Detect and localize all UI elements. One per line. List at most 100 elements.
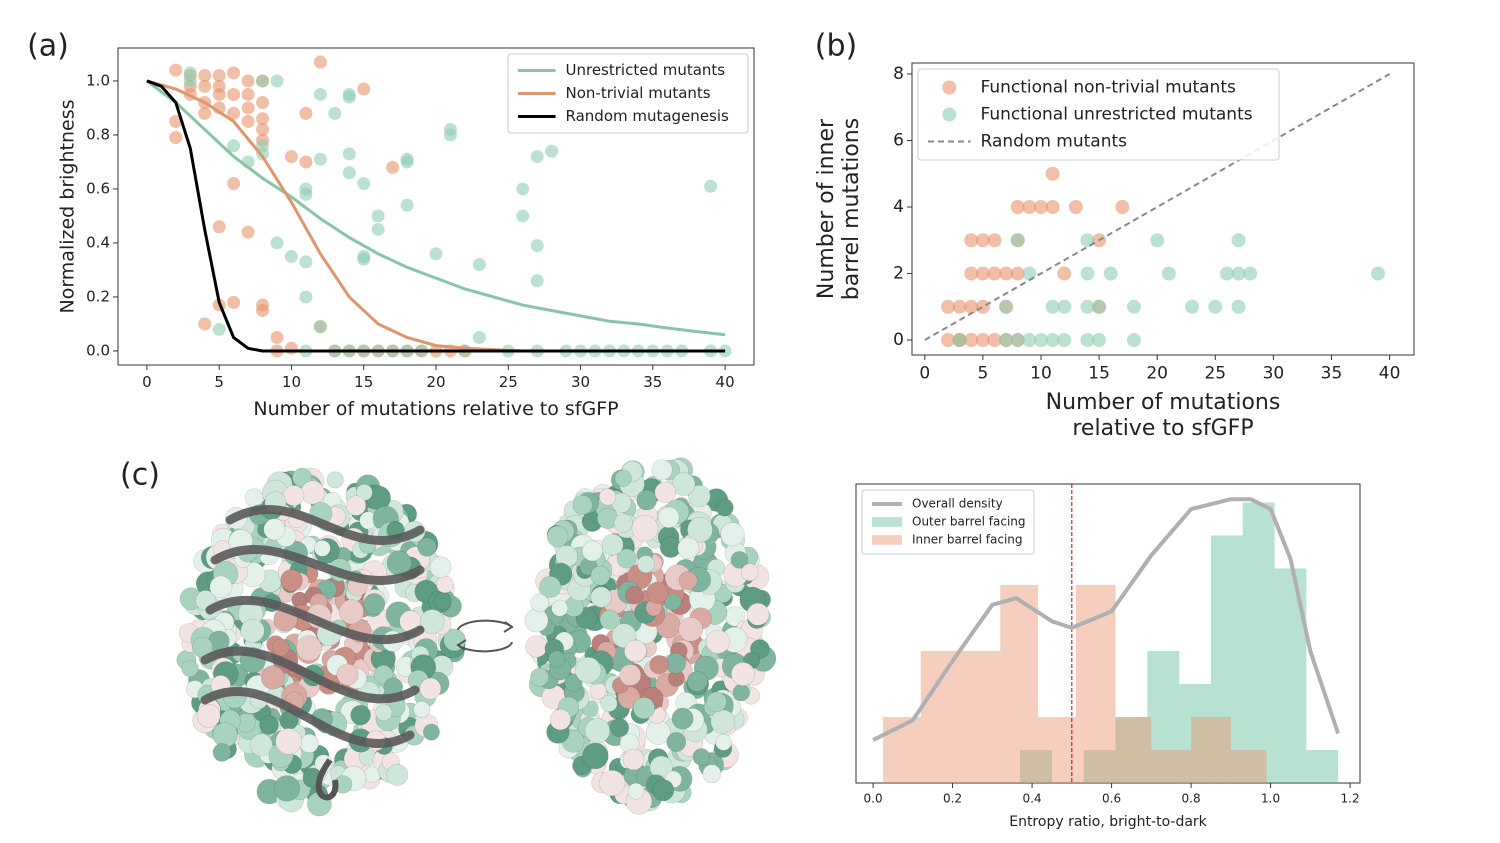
atom-sphere xyxy=(429,556,452,579)
histogram-bar xyxy=(1075,584,1116,783)
data-point xyxy=(1045,200,1060,215)
atom-sphere xyxy=(417,537,437,557)
data-point xyxy=(1022,333,1037,348)
atom-sphere xyxy=(625,585,644,605)
data-point xyxy=(198,317,212,331)
data-point xyxy=(284,341,298,355)
data-point xyxy=(1231,233,1246,248)
y-axis-label: Normalized brightness xyxy=(57,99,79,313)
data-point xyxy=(342,166,356,180)
atom-sphere xyxy=(715,498,734,517)
data-point xyxy=(241,87,255,101)
data-point xyxy=(516,182,530,196)
atom-sphere xyxy=(599,609,620,630)
atom-sphere xyxy=(530,667,549,687)
x-axis-label: relative to sfGFP xyxy=(1072,416,1253,441)
atom-sphere xyxy=(590,565,611,586)
atom-sphere xyxy=(259,715,279,735)
histogram-bar xyxy=(1115,716,1148,783)
data-point xyxy=(999,333,1014,348)
x-axis-label: Number of mutations xyxy=(1046,390,1281,415)
legend-box xyxy=(507,53,749,134)
atom-sphere xyxy=(636,555,655,574)
data-point xyxy=(227,295,241,309)
data-point xyxy=(1150,233,1165,248)
atom-sphere xyxy=(631,515,659,542)
atom-sphere xyxy=(609,718,629,738)
atom-sphere xyxy=(283,484,305,507)
panel-label: (b) xyxy=(815,29,857,64)
atom-sphere xyxy=(419,609,445,635)
y-tick-label: 4 xyxy=(893,197,904,217)
y-tick-label: 1.0 xyxy=(86,71,110,89)
atom-sphere xyxy=(600,694,618,712)
histogram-bar xyxy=(1191,716,1231,783)
data-point xyxy=(212,87,226,101)
data-point xyxy=(1126,333,1141,348)
atom-sphere xyxy=(687,516,713,543)
data-point xyxy=(1010,233,1025,248)
data-point xyxy=(964,333,979,348)
chart-panel: 0 5 10 15 20 25 30 35 40 0.0 0.2 0.4 0.6 0.8 1.0 Number… xyxy=(57,47,755,420)
histogram-bar xyxy=(1000,584,1039,783)
data-point xyxy=(212,69,226,83)
rotation-icon xyxy=(456,619,514,653)
histogram-bar xyxy=(1151,749,1192,783)
atom-sphere xyxy=(549,708,571,731)
atom-sphere xyxy=(666,732,687,752)
data-point xyxy=(1231,266,1246,281)
ribbon xyxy=(210,545,425,585)
data-point xyxy=(284,249,298,263)
data-point xyxy=(1057,333,1072,348)
atom-sphere xyxy=(539,575,562,598)
data-point xyxy=(975,266,990,281)
atom-sphere xyxy=(551,599,569,617)
y-tick-label: 2 xyxy=(893,264,904,284)
atom-sphere xyxy=(590,586,612,608)
data-point xyxy=(1033,333,1048,348)
data-point xyxy=(227,106,241,120)
data-point xyxy=(964,233,979,248)
data-point xyxy=(999,266,1014,281)
legend-box xyxy=(861,489,1035,555)
atom-sphere xyxy=(336,663,359,686)
data-point xyxy=(1243,266,1258,281)
atom-sphere xyxy=(613,513,633,533)
atom-sphere xyxy=(375,703,393,721)
protein-structures xyxy=(176,457,777,817)
atom-sphere xyxy=(181,659,199,678)
atom-sphere xyxy=(624,639,647,663)
atom-sphere xyxy=(601,533,624,556)
y-tick-label: 6 xyxy=(893,130,904,150)
data-point xyxy=(1010,333,1025,348)
atom-sphere xyxy=(419,677,442,700)
data-point xyxy=(472,330,486,344)
atom-sphere xyxy=(636,489,658,511)
data-point xyxy=(964,299,979,314)
atom-sphere xyxy=(271,638,290,657)
atom-sphere xyxy=(386,763,409,786)
data-point xyxy=(1057,299,1072,314)
density-curve xyxy=(872,497,1340,742)
atom-sphere xyxy=(413,700,431,718)
data-point xyxy=(328,106,342,120)
data-point xyxy=(941,333,956,348)
data-point xyxy=(227,177,241,191)
legend-label: Random mutagenesis xyxy=(566,107,730,125)
atom-sphere xyxy=(671,472,696,496)
histogram-bar xyxy=(1038,716,1076,783)
atom-sphere xyxy=(584,718,611,744)
x-tick-label: 1.2 xyxy=(1341,792,1360,806)
x-tick-label: 5 xyxy=(214,373,224,391)
data-point xyxy=(1022,200,1037,215)
data-point xyxy=(1185,299,1200,314)
data-point xyxy=(342,147,356,161)
data-point xyxy=(530,274,544,288)
atom-sphere xyxy=(273,775,301,802)
x-axis-label: Number of mutations relative to sfGFP xyxy=(253,398,618,420)
data-point xyxy=(1208,299,1223,314)
x-tick-label: 35 xyxy=(643,373,662,391)
y-axis-label: barrel mutations xyxy=(839,118,864,300)
histogram-bar xyxy=(960,650,1001,783)
data-point xyxy=(1068,200,1083,215)
